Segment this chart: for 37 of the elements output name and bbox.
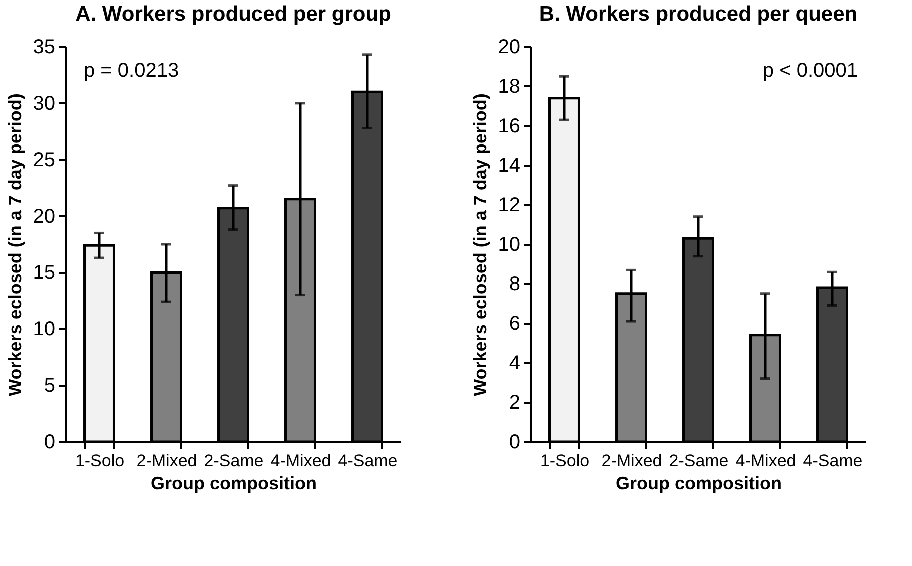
x-axis-title: Group composition xyxy=(616,474,782,494)
annotation: p < 0.0001 xyxy=(762,60,858,82)
y-tick-label: 15 xyxy=(33,262,56,284)
x-tick-label: 4-Mixed xyxy=(270,452,332,470)
chart-title: B. Workers produced per queen xyxy=(539,3,858,26)
y-tick-label: 25 xyxy=(33,149,56,172)
y-tick-label: 6 xyxy=(509,313,520,335)
y-axis-title: Workers eclosed (in a 7 day period) xyxy=(470,94,490,396)
x-tick-label: 1-Solo xyxy=(540,452,590,470)
chart-title: A. Workers produced per group xyxy=(76,3,392,26)
y-tick-label: 0 xyxy=(44,432,56,454)
y-tick-label: 0 xyxy=(509,432,520,454)
x-tick-label: 2-Same xyxy=(669,452,729,470)
annotation: p = 0.0213 xyxy=(84,60,180,82)
y-tick-label: 35 xyxy=(33,36,56,58)
y-tick-label: 14 xyxy=(498,155,520,177)
x-axis-title: Group composition xyxy=(151,474,317,494)
y-tick-label: 8 xyxy=(509,274,520,296)
y-axis-title: Workers eclosed (in a 7 day period) xyxy=(5,94,26,396)
x-tick-label: 4-Mixed xyxy=(736,452,796,470)
y-tick-label: 2 xyxy=(509,392,520,414)
y-tick-label: 16 xyxy=(498,116,520,138)
x-tick-label: 1-Solo xyxy=(75,452,125,470)
y-tick-label: 18 xyxy=(498,76,520,98)
x-tick-label: 4-Same xyxy=(338,452,398,470)
x-tick-label: 4-Same xyxy=(803,452,863,470)
x-tick-label: 2-Mixed xyxy=(602,452,662,470)
y-tick-label: 20 xyxy=(498,36,520,58)
x-tick-label: 2-Same xyxy=(204,452,264,470)
y-tick-label: 5 xyxy=(44,375,56,398)
y-tick-label: 10 xyxy=(33,318,56,341)
y-tick-label: 10 xyxy=(498,234,520,256)
y-tick-label: 12 xyxy=(498,194,520,216)
y-tick-label: 4 xyxy=(509,352,520,374)
y-tick-label: 20 xyxy=(33,206,56,228)
x-tick-label: 2-Mixed xyxy=(136,452,198,470)
y-tick-label: 30 xyxy=(33,92,56,115)
